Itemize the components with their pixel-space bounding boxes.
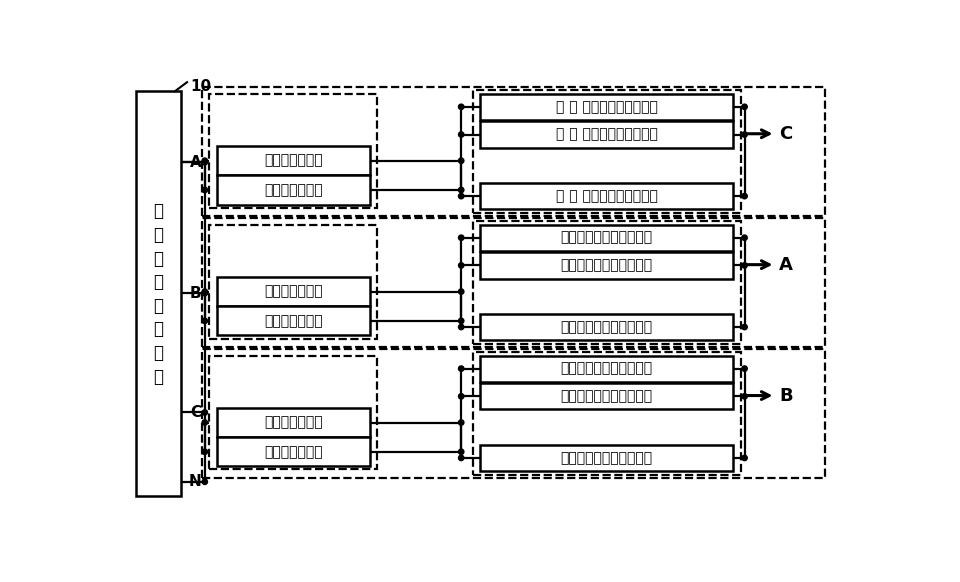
Bar: [217, 146, 370, 175]
Circle shape: [742, 324, 747, 330]
Text: 第三待测光伏并网逆变器: 第三待测光伏并网逆变器: [561, 389, 653, 403]
Circle shape: [742, 193, 747, 199]
Circle shape: [742, 132, 747, 137]
Bar: [209, 356, 377, 470]
Bar: [217, 408, 370, 437]
Circle shape: [203, 479, 207, 484]
Circle shape: [203, 187, 207, 193]
Text: 第三待测光伏并网逆变器: 第三待测光伏并网逆变器: [561, 361, 653, 375]
Circle shape: [459, 289, 464, 294]
Bar: [480, 356, 733, 382]
Text: B: B: [780, 386, 793, 404]
Text: B: B: [190, 286, 202, 301]
Text: 第三待测光伏并网逆变器: 第三待测光伏并网逆变器: [561, 451, 653, 465]
Text: 第二待测光伏并网逆变器: 第二待测光伏并网逆变器: [561, 320, 653, 334]
Text: 第二单相整流器: 第二单相整流器: [264, 314, 323, 328]
Circle shape: [203, 158, 207, 164]
Circle shape: [203, 420, 207, 425]
Circle shape: [459, 104, 464, 109]
Circle shape: [459, 318, 464, 324]
Circle shape: [459, 455, 464, 460]
Bar: [480, 314, 733, 340]
Circle shape: [742, 262, 747, 268]
Circle shape: [459, 235, 464, 240]
Circle shape: [459, 187, 464, 193]
Bar: [472, 221, 741, 344]
Circle shape: [459, 324, 464, 330]
Text: 第一单相整流器: 第一单相整流器: [264, 154, 323, 168]
Circle shape: [742, 235, 747, 240]
Text: A: A: [190, 155, 202, 170]
Bar: [472, 352, 741, 475]
Text: 第 一 待测光伏并网逆变器: 第 一 待测光伏并网逆变器: [556, 189, 658, 203]
Bar: [202, 87, 826, 216]
Text: 第一单相整流器: 第一单相整流器: [264, 183, 323, 197]
Circle shape: [459, 393, 464, 399]
Text: C: C: [191, 405, 202, 420]
Circle shape: [203, 289, 207, 294]
Circle shape: [459, 420, 464, 425]
Text: 10: 10: [190, 79, 211, 94]
Bar: [202, 349, 826, 478]
Circle shape: [203, 159, 207, 165]
Circle shape: [203, 449, 207, 455]
Circle shape: [742, 366, 747, 371]
Bar: [480, 383, 733, 409]
Bar: [209, 225, 377, 339]
Text: 第 一 待测光伏并网逆变器: 第 一 待测光伏并网逆变器: [556, 127, 658, 141]
Bar: [217, 306, 370, 335]
Circle shape: [459, 193, 464, 199]
Circle shape: [459, 449, 464, 455]
Text: 第二待测光伏并网逆变器: 第二待测光伏并网逆变器: [561, 258, 653, 272]
Text: 第二单相整流器: 第二单相整流器: [264, 285, 323, 299]
Text: 三
相
市
电
输
入
模
块: 三 相 市 电 输 入 模 块: [154, 203, 163, 385]
Circle shape: [459, 366, 464, 371]
Text: 第三单相整流器: 第三单相整流器: [264, 416, 323, 430]
Circle shape: [459, 132, 464, 137]
Bar: [480, 445, 733, 471]
Text: 第 一 待测光伏并网逆变器: 第 一 待测光伏并网逆变器: [556, 100, 658, 114]
Circle shape: [203, 410, 207, 415]
Bar: [480, 253, 733, 279]
Bar: [480, 94, 733, 120]
Text: 第三单相整流器: 第三单相整流器: [264, 445, 323, 459]
Bar: [209, 94, 377, 208]
Circle shape: [742, 104, 747, 109]
Bar: [472, 90, 741, 213]
Bar: [202, 218, 826, 347]
Bar: [136, 91, 180, 496]
Text: 第二待测光伏并网逆变器: 第二待测光伏并网逆变器: [561, 230, 653, 244]
Text: N: N: [189, 474, 202, 489]
Text: A: A: [780, 255, 793, 274]
Bar: [480, 225, 733, 251]
Circle shape: [742, 393, 747, 399]
Bar: [217, 175, 370, 205]
Circle shape: [742, 455, 747, 460]
Bar: [217, 277, 370, 306]
Circle shape: [203, 290, 207, 296]
Circle shape: [203, 318, 207, 324]
Circle shape: [459, 158, 464, 164]
Text: C: C: [780, 125, 792, 143]
Bar: [480, 183, 733, 209]
Circle shape: [459, 262, 464, 268]
Bar: [217, 437, 370, 466]
Bar: [480, 122, 733, 148]
